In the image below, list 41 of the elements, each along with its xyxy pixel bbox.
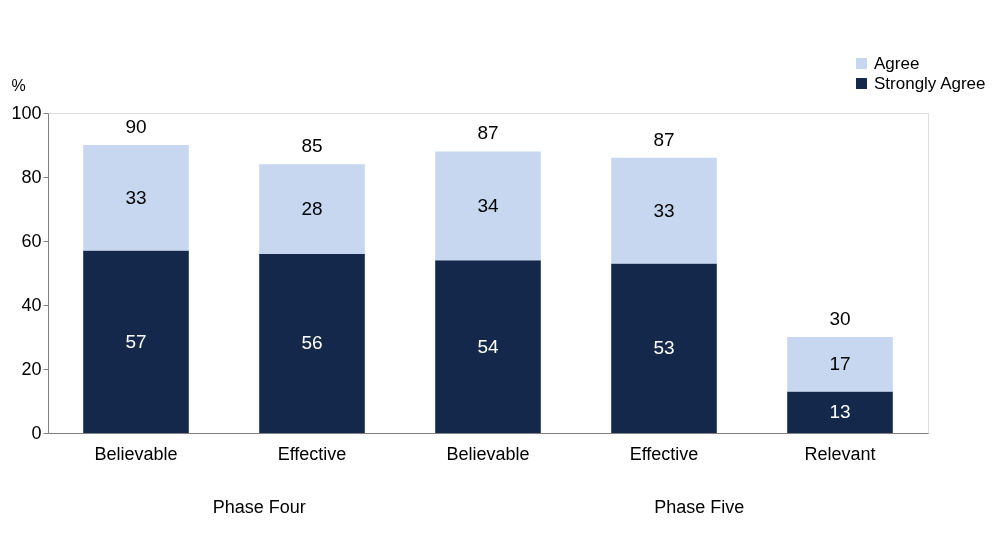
bar	[259, 253, 365, 433]
x-tick-label: Relevant	[804, 443, 876, 464]
bar	[435, 151, 541, 261]
bar	[83, 250, 189, 433]
data-label: 53	[653, 337, 675, 359]
y-tick-label: 40	[21, 294, 42, 315]
y-tick-label: 20	[21, 358, 42, 379]
data-label: 17	[829, 353, 851, 375]
y-tick-label: 0	[31, 422, 42, 443]
bar	[435, 260, 541, 433]
legend-label: Agree	[874, 53, 920, 73]
data-label: 56	[301, 332, 323, 354]
x-tick-label: Believable	[94, 443, 178, 464]
total-label: 85	[301, 135, 323, 157]
data-label: 33	[125, 186, 147, 208]
y-tick-label: 80	[21, 166, 42, 187]
total-label: 90	[125, 116, 147, 137]
text: Phase Five	[654, 497, 745, 517]
bar	[787, 391, 893, 433]
data-label: 28	[301, 198, 323, 219]
data-label: 34	[477, 194, 499, 216]
total-label: 87	[653, 128, 675, 150]
total-label: 30	[829, 308, 851, 329]
data-label: 54	[477, 335, 499, 357]
y-tick-label: 100	[11, 102, 42, 123]
text: Phase Four	[212, 497, 306, 517]
bar	[787, 337, 893, 392]
y-axis-title: %	[11, 76, 26, 94]
bar	[611, 157, 717, 264]
bar	[259, 164, 365, 254]
y-tick-label: 60	[21, 230, 42, 251]
bar	[83, 145, 189, 251]
legend-label: Strongly Agree	[874, 73, 986, 93]
x-tick-label: Effective	[629, 443, 699, 464]
total-label: 87	[477, 122, 499, 144]
bar	[611, 263, 717, 433]
data-label: 13	[829, 401, 851, 423]
x-tick-label: Effective	[277, 443, 347, 464]
data-label: 33	[653, 199, 675, 221]
data-label: 57	[125, 330, 147, 352]
x-tick-label: Believable	[446, 443, 530, 464]
